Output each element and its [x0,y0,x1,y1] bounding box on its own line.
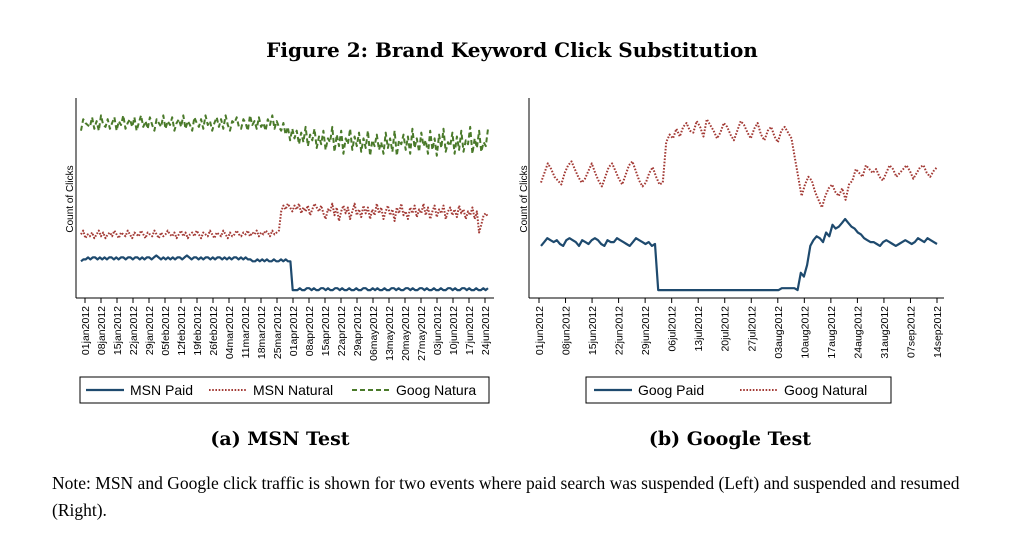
x-tick-label: 01jan2012 [80,306,92,355]
x-tick-label: 27may2012 [416,306,428,361]
msn-legend: MSN Paid MSN Natural Goog Natura [86,382,476,398]
x-tick-label: 31aug2012 [879,306,891,359]
x-tick-label: 06may2012 [368,306,380,361]
x-tick-label: 11mar2012 [240,306,252,359]
x-tick-label: 05feb2012 [160,306,172,356]
x-tick-label: 08jun2012 [561,306,573,355]
x-tick-label: 10jun2012 [448,306,460,355]
x-tick-label: 14sep2012 [932,306,944,358]
x-tick-label: 06jul2012 [667,306,679,352]
msn-y-axis-label: Count of Clicks [65,165,76,232]
x-tick-label: 27jul2012 [746,306,758,352]
figure-note: Note: MSN and Google click traffic is sh… [52,473,960,520]
x-tick-label: 24jun2012 [480,306,492,355]
x-tick-label: 25mar2012 [272,306,284,359]
x-tick-label: 01apr2012 [288,306,300,356]
x-tick-label: 15jun2012 [587,306,599,355]
panel-google: Count of Clicks 01jun2012 08jun2012 15jun2… [519,98,944,404]
x-tick-label: 19feb2012 [192,306,204,356]
x-tick-label: 18mar2012 [256,306,268,359]
x-tick-label: 20may2012 [400,306,412,361]
google-legend-box [585,376,892,404]
google-x-ticks: 01jun2012 08jun2012 15jun2012 22jun2012 29ju… [534,298,944,359]
legend-label: Goog Natural [784,382,867,398]
series-line-goog-natural [80,114,489,157]
legend-label: MSN Paid [130,382,193,398]
x-tick-label: 29jun2012 [640,306,652,355]
x-tick-label: 17aug2012 [826,306,838,359]
x-tick-label: 08apr2012 [304,306,316,356]
x-tick-label: 13may2012 [384,306,396,361]
caption-google: (b) Google Test [648,428,812,450]
figure-title: Figure 2: Brand Keyword Click Substituti… [266,38,758,62]
x-tick-label: 22apr2012 [336,306,348,356]
x-tick-label: 04mar2012 [224,306,236,359]
x-tick-label: 15jan2012 [112,306,124,355]
legend-label: MSN Natural [253,382,333,398]
legend-label: Goog Natura [396,382,476,398]
msn-legend-box [79,376,490,404]
series-line-goog-natural [540,118,938,209]
x-tick-label: 08jan2012 [96,306,108,355]
google-y-axis-label: Count of Clicks [519,165,530,232]
x-tick-label: 15apr2012 [320,306,332,356]
x-tick-label: 22jun2012 [614,306,626,355]
x-tick-label: 13jul2012 [693,306,705,352]
x-tick-label: 07sep2012 [905,306,917,358]
x-tick-label: 24aug2012 [852,306,864,359]
x-tick-label: 01jun2012 [534,306,546,355]
x-tick-label: 22jan2012 [128,306,140,355]
x-tick-label: 03jun2012 [432,306,444,355]
x-tick-label: 17jun2012 [464,306,476,355]
google-series-group [540,118,938,292]
x-tick-label: 12feb2012 [176,306,188,356]
caption-msn: (a) MSN Test [210,428,350,450]
legend-label: Goog Paid [638,382,704,398]
x-tick-label: 20jul2012 [720,306,732,352]
series-line-msn-paid [80,254,489,292]
x-tick-label: 29jan2012 [144,306,156,355]
x-tick-label: 10aug2012 [799,306,811,359]
google-legend: Goog Paid Goog Natural [594,382,867,398]
series-line-msn-natural [80,202,489,240]
x-tick-label: 26feb2012 [208,306,220,356]
msn-x-ticks: 01jan2012 08jan2012 15jan2012 22jan2012 29ja… [80,298,492,361]
panel-msn: Count of Clicks 01jan2012 08jan2012 15jan2… [65,98,494,404]
series-line-goog-paid [540,217,938,292]
msn-series-group [80,114,489,292]
x-tick-label: 29apr2012 [352,306,364,356]
x-tick-label: 03aug2012 [773,306,785,359]
